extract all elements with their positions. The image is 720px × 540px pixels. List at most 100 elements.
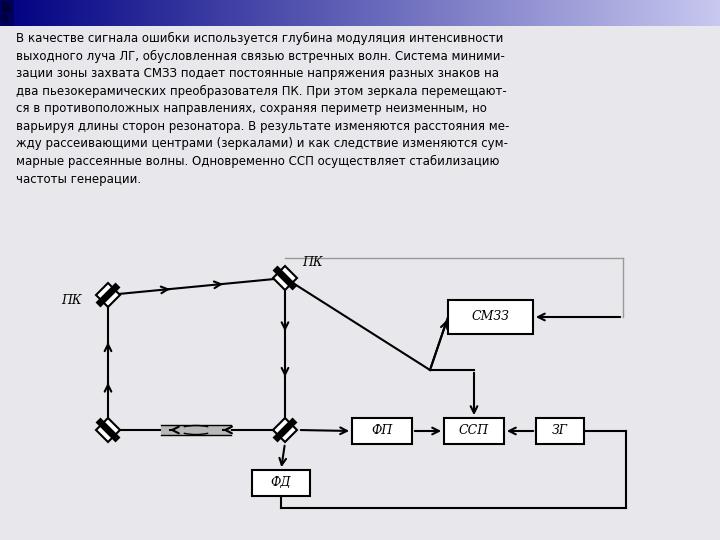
Bar xyxy=(531,0,534,26)
Bar xyxy=(189,0,192,26)
Bar xyxy=(464,0,467,26)
Bar xyxy=(409,0,411,26)
Bar xyxy=(666,0,669,26)
Bar xyxy=(104,0,107,26)
Bar xyxy=(396,0,399,26)
Bar xyxy=(86,0,89,26)
Bar xyxy=(145,0,148,26)
Bar xyxy=(171,0,174,26)
Bar xyxy=(92,0,94,26)
Bar xyxy=(7,0,10,26)
Bar xyxy=(495,0,498,26)
Bar xyxy=(94,0,96,26)
Bar xyxy=(45,0,48,26)
Bar xyxy=(665,0,667,26)
Bar xyxy=(389,0,392,26)
Bar xyxy=(155,0,158,26)
Bar xyxy=(89,0,91,26)
Bar xyxy=(541,0,544,26)
Bar xyxy=(252,0,255,26)
Bar xyxy=(467,0,469,26)
Bar xyxy=(457,0,460,26)
Bar xyxy=(35,0,37,26)
Bar xyxy=(468,0,471,26)
Bar xyxy=(405,0,408,26)
Bar xyxy=(647,0,649,26)
Bar xyxy=(200,0,202,26)
Bar xyxy=(344,0,346,26)
Bar xyxy=(97,0,100,26)
Bar xyxy=(439,0,442,26)
Bar xyxy=(56,0,58,26)
Bar xyxy=(698,0,701,26)
Bar xyxy=(174,0,177,26)
Bar xyxy=(304,0,307,26)
Bar xyxy=(90,0,93,26)
Bar xyxy=(274,0,276,26)
Bar xyxy=(173,0,176,26)
Bar xyxy=(517,0,519,26)
Text: ФП: ФП xyxy=(372,424,392,437)
Bar xyxy=(637,0,640,26)
Bar xyxy=(229,0,231,26)
Bar xyxy=(29,0,32,26)
Bar xyxy=(349,0,352,26)
Bar xyxy=(572,0,575,26)
Bar xyxy=(355,0,357,26)
Bar xyxy=(329,0,332,26)
Bar xyxy=(27,0,30,26)
Bar xyxy=(72,0,75,26)
Bar xyxy=(50,0,53,26)
Bar xyxy=(575,0,577,26)
Bar xyxy=(378,0,381,26)
Bar xyxy=(79,0,82,26)
Bar xyxy=(498,0,501,26)
Bar xyxy=(648,0,651,26)
Bar xyxy=(716,0,719,26)
Bar xyxy=(576,0,579,26)
Bar xyxy=(649,0,652,26)
Bar xyxy=(702,0,705,26)
Bar xyxy=(148,0,150,26)
Bar xyxy=(263,0,266,26)
Bar xyxy=(78,0,80,26)
Bar xyxy=(4,0,6,26)
Bar xyxy=(491,0,494,26)
Bar xyxy=(470,0,472,26)
Bar xyxy=(1,14,8,22)
Bar xyxy=(137,0,140,26)
Bar xyxy=(101,0,104,26)
Bar xyxy=(376,0,379,26)
Bar xyxy=(36,0,39,26)
Bar xyxy=(364,0,366,26)
Bar xyxy=(385,0,388,26)
Bar xyxy=(628,0,631,26)
Bar xyxy=(292,0,294,26)
Bar xyxy=(594,0,597,26)
Bar xyxy=(283,0,285,26)
Bar xyxy=(324,0,327,26)
Bar xyxy=(527,0,530,26)
Bar xyxy=(313,0,316,26)
Bar xyxy=(601,0,604,26)
Bar xyxy=(0,0,3,26)
Bar xyxy=(593,0,595,26)
Bar xyxy=(661,0,663,26)
Bar xyxy=(265,0,267,26)
Bar xyxy=(562,0,564,26)
Bar xyxy=(436,0,438,26)
Bar xyxy=(320,0,323,26)
Bar xyxy=(383,0,386,26)
Bar xyxy=(246,0,249,26)
Bar xyxy=(76,0,78,26)
Bar xyxy=(632,0,634,26)
Bar xyxy=(526,0,528,26)
Bar xyxy=(690,0,692,26)
Bar xyxy=(477,0,480,26)
Bar xyxy=(493,0,496,26)
Bar xyxy=(125,0,127,26)
Bar xyxy=(540,0,543,26)
Bar xyxy=(216,0,219,26)
Bar xyxy=(714,0,717,26)
Bar xyxy=(352,418,412,444)
